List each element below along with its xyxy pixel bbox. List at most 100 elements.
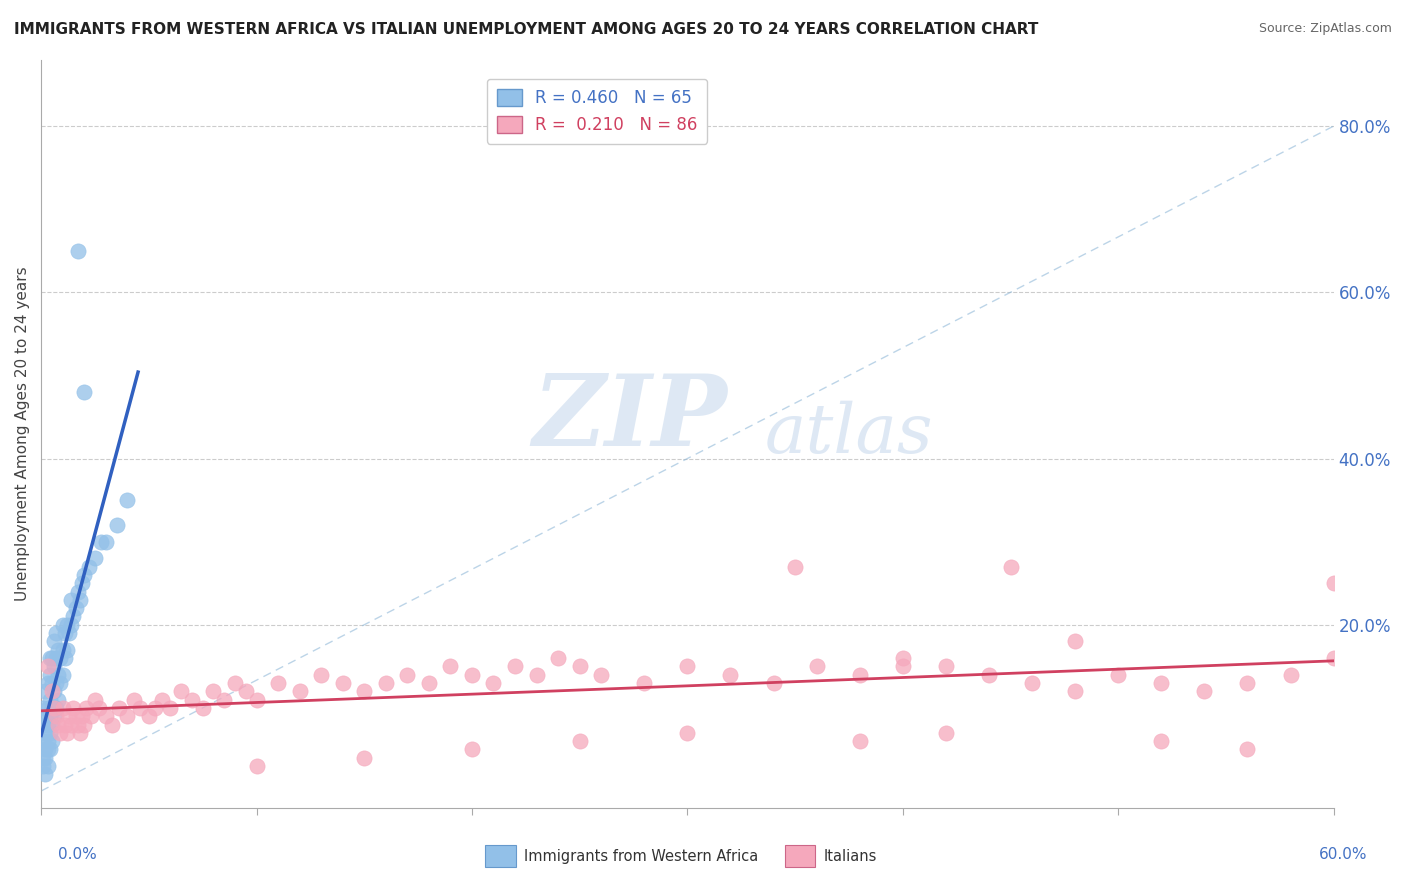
Y-axis label: Unemployment Among Ages 20 to 24 years: Unemployment Among Ages 20 to 24 years <box>15 267 30 601</box>
Point <box>374 676 396 690</box>
Point <box>245 692 267 706</box>
Point <box>58 626 80 640</box>
Point <box>309 667 332 681</box>
Point <box>46 692 69 706</box>
Point <box>38 709 60 723</box>
Point <box>66 244 89 258</box>
Text: Italians: Italians <box>824 849 877 863</box>
Point <box>52 617 75 632</box>
Point <box>42 701 65 715</box>
Point <box>1323 576 1346 591</box>
Point <box>53 651 76 665</box>
Point <box>138 709 160 723</box>
Point <box>41 717 63 731</box>
Point <box>848 734 870 748</box>
Point <box>49 726 72 740</box>
Point <box>41 701 63 715</box>
Point <box>77 559 100 574</box>
Point <box>1064 684 1087 698</box>
Point <box>568 734 591 748</box>
Point <box>783 559 806 574</box>
Point <box>891 651 914 665</box>
Point <box>52 642 75 657</box>
Text: 60.0%: 60.0% <box>1319 847 1367 862</box>
Point <box>32 759 55 773</box>
Point <box>38 742 60 756</box>
Point <box>461 742 484 756</box>
Point <box>37 759 59 773</box>
Point <box>122 692 145 706</box>
Text: Immigrants from Western Africa: Immigrants from Western Africa <box>524 849 759 863</box>
Point <box>461 667 484 681</box>
Point <box>84 692 107 706</box>
Point <box>396 667 419 681</box>
Point <box>288 684 311 698</box>
Point <box>38 692 60 706</box>
Point <box>70 709 93 723</box>
Point <box>49 676 72 690</box>
Point <box>353 684 375 698</box>
Point <box>37 734 59 748</box>
Point <box>1064 634 1087 648</box>
Point <box>73 385 96 400</box>
Legend: R = 0.460   N = 65, R =  0.210   N = 86: R = 0.460 N = 65, R = 0.210 N = 86 <box>486 79 707 144</box>
Point <box>332 676 354 690</box>
Point <box>38 667 60 681</box>
Point <box>37 676 59 690</box>
Point <box>52 701 75 715</box>
Point <box>1279 667 1302 681</box>
Point <box>32 750 55 764</box>
Point <box>66 717 89 731</box>
Point <box>32 717 55 731</box>
Point <box>53 717 76 731</box>
Point <box>90 534 112 549</box>
Point <box>977 667 1000 681</box>
Point <box>32 701 55 715</box>
Point <box>89 701 111 715</box>
Point <box>180 692 202 706</box>
Point <box>94 709 117 723</box>
Point <box>191 701 214 715</box>
Point <box>1236 676 1258 690</box>
Point <box>41 684 63 698</box>
Point <box>439 659 461 673</box>
Point <box>42 659 65 673</box>
Point <box>42 634 65 648</box>
Point <box>891 659 914 673</box>
Point <box>633 676 655 690</box>
Point <box>69 726 91 740</box>
Point <box>762 676 785 690</box>
Point <box>150 692 173 706</box>
Point <box>46 667 69 681</box>
Point <box>1323 651 1346 665</box>
Point <box>45 626 67 640</box>
Point <box>84 551 107 566</box>
Point <box>1150 734 1173 748</box>
Point <box>1000 559 1022 574</box>
Text: ZIP: ZIP <box>533 370 727 467</box>
Point <box>482 676 505 690</box>
Point <box>49 651 72 665</box>
Point <box>117 493 139 508</box>
Point <box>62 609 84 624</box>
Point <box>202 684 225 698</box>
Point <box>56 642 79 657</box>
Point <box>676 726 699 740</box>
Point <box>1021 676 1043 690</box>
Point <box>46 717 69 731</box>
Point <box>37 701 59 715</box>
Point <box>66 584 89 599</box>
Point <box>105 518 128 533</box>
Point <box>45 651 67 665</box>
Point <box>34 750 56 764</box>
Point <box>353 750 375 764</box>
Point <box>46 642 69 657</box>
Point <box>52 667 75 681</box>
Text: 0.0%: 0.0% <box>58 847 97 862</box>
Point <box>62 701 84 715</box>
Point <box>41 734 63 748</box>
Point <box>212 692 235 706</box>
Point <box>65 601 87 615</box>
Point <box>107 701 129 715</box>
Point <box>41 651 63 665</box>
